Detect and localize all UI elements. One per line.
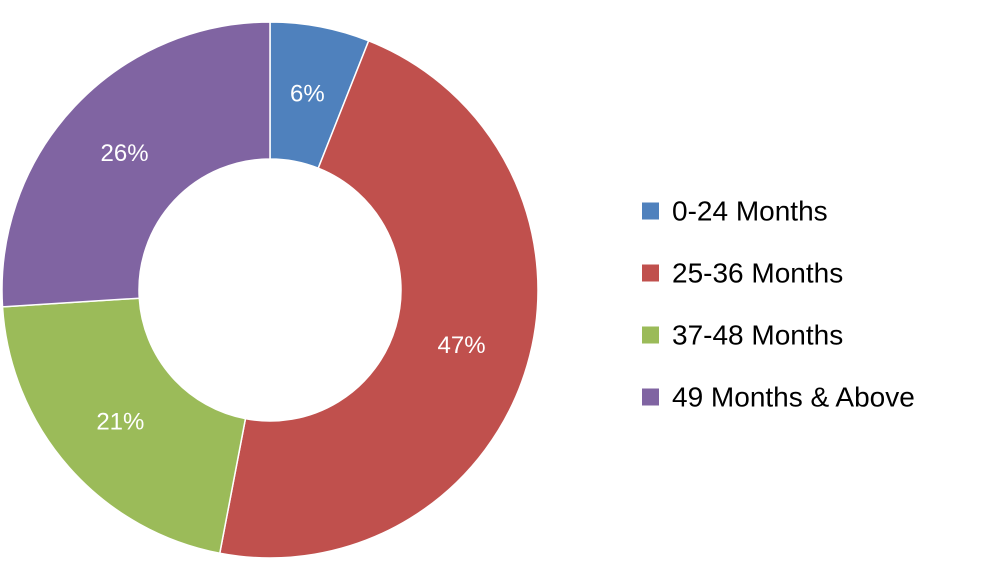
data-label-0-24-months: 6% bbox=[290, 81, 325, 108]
legend-label-49-months-and-above: 49 Months & Above bbox=[672, 382, 915, 413]
legend-label-37-48-months: 37-48 Months bbox=[672, 320, 843, 351]
legend-swatch-25-36-months bbox=[642, 264, 659, 282]
legend-label-25-36-months: 25-36 Months bbox=[672, 258, 843, 289]
legend: 0-24 Months 25-36 Months 37-48 Months 49 Mo… bbox=[642, 196, 915, 413]
data-label-37-48-months: 21% bbox=[96, 408, 144, 435]
slice-labels: 6% 47% 21% 26% bbox=[96, 81, 485, 436]
slice-49-months-and-above bbox=[1, 21, 271, 308]
slice-25-36-months bbox=[218, 39, 539, 559]
legend-swatch-37-48-months bbox=[642, 326, 659, 344]
legend-swatch-0-24-months bbox=[642, 202, 659, 220]
legend-swatch-49-months-and-above bbox=[642, 388, 659, 406]
data-label-25-36-months: 47% bbox=[438, 332, 486, 359]
slice-37-48-months bbox=[1, 297, 247, 555]
legend-label-0-24-months: 0-24 Months bbox=[672, 196, 828, 227]
donut-slices bbox=[1, 21, 539, 559]
data-label-49-months-and-above: 26% bbox=[101, 140, 149, 167]
